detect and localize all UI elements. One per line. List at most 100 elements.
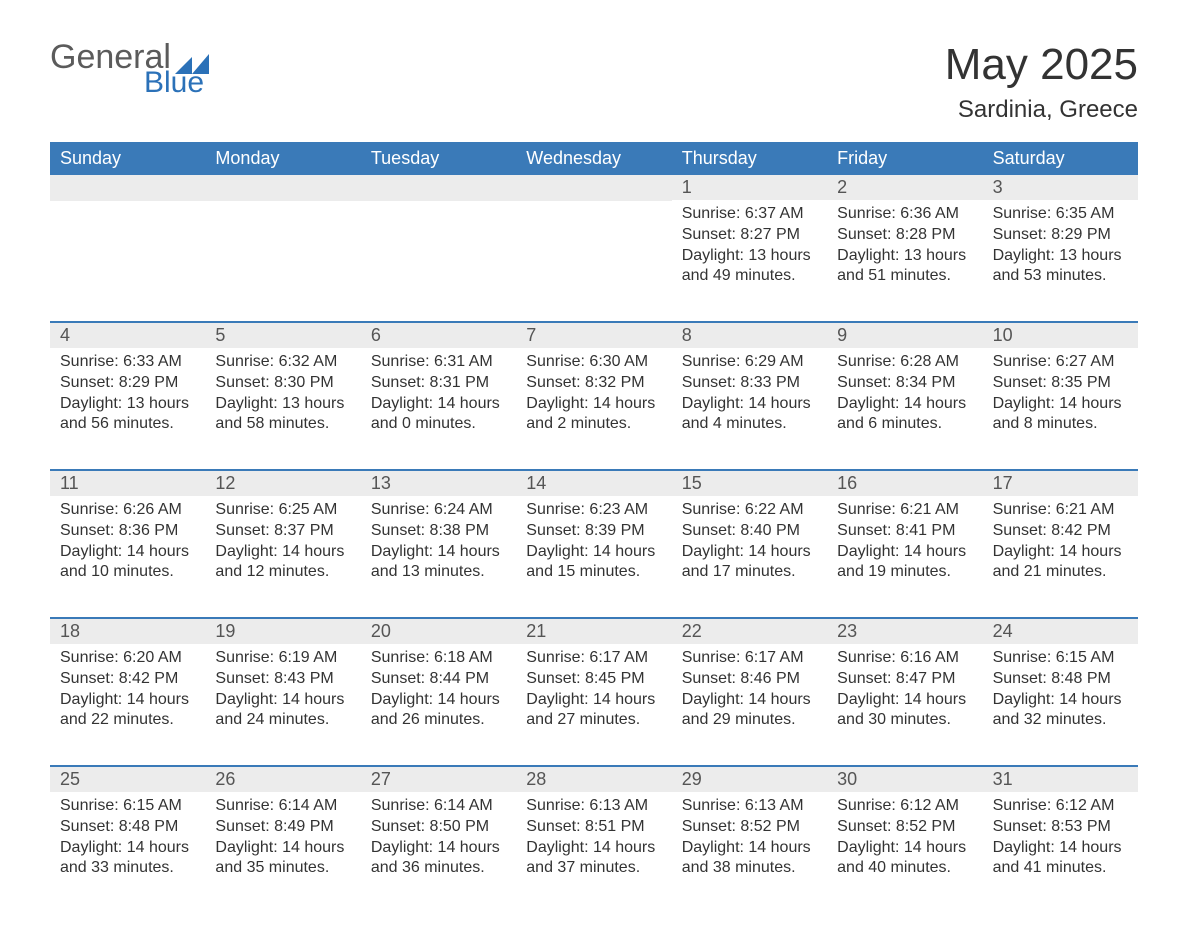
sunset-text: Sunset: 8:48 PM (993, 669, 1128, 690)
sunrise-text: Sunrise: 6:30 AM (526, 352, 661, 373)
sunset-text: Sunset: 8:39 PM (526, 521, 661, 542)
day-details: Sunrise: 6:33 AMSunset: 8:29 PMDaylight:… (50, 348, 205, 445)
calendar-cell: 31Sunrise: 6:12 AMSunset: 8:53 PMDayligh… (983, 767, 1138, 893)
day-number: 27 (361, 767, 516, 792)
day-details: Sunrise: 6:27 AMSunset: 8:35 PMDaylight:… (983, 348, 1138, 445)
sunset-text: Sunset: 8:52 PM (837, 817, 972, 838)
day-number: 13 (361, 471, 516, 496)
sunrise-text: Sunrise: 6:16 AM (837, 648, 972, 669)
day-number: 23 (827, 619, 982, 644)
sunset-text: Sunset: 8:47 PM (837, 669, 972, 690)
calendar-cell: 17Sunrise: 6:21 AMSunset: 8:42 PMDayligh… (983, 471, 1138, 597)
sunset-text: Sunset: 8:42 PM (60, 669, 195, 690)
calendar-cell: 21Sunrise: 6:17 AMSunset: 8:45 PMDayligh… (516, 619, 671, 745)
daylight-text: Daylight: 14 hours and 2 minutes. (526, 394, 661, 436)
sunrise-text: Sunrise: 6:17 AM (682, 648, 817, 669)
daylight-text: Daylight: 14 hours and 24 minutes. (215, 690, 350, 732)
day-details: Sunrise: 6:13 AMSunset: 8:51 PMDaylight:… (516, 792, 671, 889)
day-number: 16 (827, 471, 982, 496)
sunset-text: Sunset: 8:50 PM (371, 817, 506, 838)
sunrise-text: Sunrise: 6:22 AM (682, 500, 817, 521)
day-details: Sunrise: 6:16 AMSunset: 8:47 PMDaylight:… (827, 644, 982, 741)
day-number: 6 (361, 323, 516, 348)
daylight-text: Daylight: 14 hours and 15 minutes. (526, 542, 661, 584)
calendar-cell: 3Sunrise: 6:35 AMSunset: 8:29 PMDaylight… (983, 175, 1138, 301)
daylight-text: Daylight: 13 hours and 49 minutes. (682, 246, 817, 288)
day-number: 2 (827, 175, 982, 200)
daylight-text: Daylight: 14 hours and 27 minutes. (526, 690, 661, 732)
daylight-text: Daylight: 13 hours and 51 minutes. (837, 246, 972, 288)
day-details: Sunrise: 6:17 AMSunset: 8:45 PMDaylight:… (516, 644, 671, 741)
day-details: Sunrise: 6:18 AMSunset: 8:44 PMDaylight:… (361, 644, 516, 741)
logo-text-blue: Blue (144, 68, 209, 98)
calendar-cell: 14Sunrise: 6:23 AMSunset: 8:39 PMDayligh… (516, 471, 671, 597)
day-number: 7 (516, 323, 671, 348)
sunrise-text: Sunrise: 6:36 AM (837, 204, 972, 225)
day-details: Sunrise: 6:35 AMSunset: 8:29 PMDaylight:… (983, 200, 1138, 297)
day-number: 3 (983, 175, 1138, 200)
empty-day (205, 175, 360, 201)
sunset-text: Sunset: 8:40 PM (682, 521, 817, 542)
weeks-container: 1Sunrise: 6:37 AMSunset: 8:27 PMDaylight… (50, 175, 1138, 893)
sunset-text: Sunset: 8:51 PM (526, 817, 661, 838)
sunrise-text: Sunrise: 6:12 AM (993, 796, 1128, 817)
daylight-text: Daylight: 14 hours and 35 minutes. (215, 838, 350, 880)
calendar-cell: 5Sunrise: 6:32 AMSunset: 8:30 PMDaylight… (205, 323, 360, 449)
day-number: 26 (205, 767, 360, 792)
daylight-text: Daylight: 14 hours and 38 minutes. (682, 838, 817, 880)
day-details: Sunrise: 6:22 AMSunset: 8:40 PMDaylight:… (672, 496, 827, 593)
calendar-cell (516, 175, 671, 301)
sunset-text: Sunset: 8:41 PM (837, 521, 972, 542)
day-details: Sunrise: 6:17 AMSunset: 8:46 PMDaylight:… (672, 644, 827, 741)
daylight-text: Daylight: 14 hours and 21 minutes. (993, 542, 1128, 584)
day-details: Sunrise: 6:14 AMSunset: 8:49 PMDaylight:… (205, 792, 360, 889)
sunrise-text: Sunrise: 6:21 AM (837, 500, 972, 521)
calendar-week: 1Sunrise: 6:37 AMSunset: 8:27 PMDaylight… (50, 175, 1138, 301)
sunrise-text: Sunrise: 6:13 AM (526, 796, 661, 817)
sunrise-text: Sunrise: 6:12 AM (837, 796, 972, 817)
day-details: Sunrise: 6:13 AMSunset: 8:52 PMDaylight:… (672, 792, 827, 889)
calendar-cell: 15Sunrise: 6:22 AMSunset: 8:40 PMDayligh… (672, 471, 827, 597)
calendar-cell: 20Sunrise: 6:18 AMSunset: 8:44 PMDayligh… (361, 619, 516, 745)
calendar-cell: 24Sunrise: 6:15 AMSunset: 8:48 PMDayligh… (983, 619, 1138, 745)
day-number: 21 (516, 619, 671, 644)
sunrise-text: Sunrise: 6:14 AM (371, 796, 506, 817)
title-block: May 2025 Sardinia, Greece (945, 40, 1138, 124)
calendar: Sunday Monday Tuesday Wednesday Thursday… (50, 142, 1138, 893)
day-details: Sunrise: 6:21 AMSunset: 8:42 PMDaylight:… (983, 496, 1138, 593)
sunrise-text: Sunrise: 6:14 AM (215, 796, 350, 817)
day-details: Sunrise: 6:36 AMSunset: 8:28 PMDaylight:… (827, 200, 982, 297)
calendar-cell: 23Sunrise: 6:16 AMSunset: 8:47 PMDayligh… (827, 619, 982, 745)
sunset-text: Sunset: 8:48 PM (60, 817, 195, 838)
day-details: Sunrise: 6:26 AMSunset: 8:36 PMDaylight:… (50, 496, 205, 593)
calendar-cell: 22Sunrise: 6:17 AMSunset: 8:46 PMDayligh… (672, 619, 827, 745)
day-details: Sunrise: 6:12 AMSunset: 8:53 PMDaylight:… (983, 792, 1138, 889)
day-number: 8 (672, 323, 827, 348)
day-details: Sunrise: 6:28 AMSunset: 8:34 PMDaylight:… (827, 348, 982, 445)
calendar-week: 25Sunrise: 6:15 AMSunset: 8:48 PMDayligh… (50, 765, 1138, 893)
calendar-cell: 18Sunrise: 6:20 AMSunset: 8:42 PMDayligh… (50, 619, 205, 745)
daylight-text: Daylight: 14 hours and 40 minutes. (837, 838, 972, 880)
day-details: Sunrise: 6:31 AMSunset: 8:31 PMDaylight:… (361, 348, 516, 445)
day-header: Friday (827, 142, 982, 175)
day-number: 20 (361, 619, 516, 644)
day-header: Thursday (672, 142, 827, 175)
calendar-cell: 6Sunrise: 6:31 AMSunset: 8:31 PMDaylight… (361, 323, 516, 449)
sunrise-text: Sunrise: 6:32 AM (215, 352, 350, 373)
calendar-cell: 30Sunrise: 6:12 AMSunset: 8:52 PMDayligh… (827, 767, 982, 893)
sunrise-text: Sunrise: 6:19 AM (215, 648, 350, 669)
day-header: Tuesday (361, 142, 516, 175)
day-number: 29 (672, 767, 827, 792)
day-number: 12 (205, 471, 360, 496)
sunset-text: Sunset: 8:36 PM (60, 521, 195, 542)
sunset-text: Sunset: 8:45 PM (526, 669, 661, 690)
sunset-text: Sunset: 8:52 PM (682, 817, 817, 838)
daylight-text: Daylight: 14 hours and 4 minutes. (682, 394, 817, 436)
day-details: Sunrise: 6:25 AMSunset: 8:37 PMDaylight:… (205, 496, 360, 593)
sunset-text: Sunset: 8:27 PM (682, 225, 817, 246)
day-details: Sunrise: 6:20 AMSunset: 8:42 PMDaylight:… (50, 644, 205, 741)
calendar-cell: 26Sunrise: 6:14 AMSunset: 8:49 PMDayligh… (205, 767, 360, 893)
sunset-text: Sunset: 8:42 PM (993, 521, 1128, 542)
calendar-cell (205, 175, 360, 301)
calendar-cell: 7Sunrise: 6:30 AMSunset: 8:32 PMDaylight… (516, 323, 671, 449)
